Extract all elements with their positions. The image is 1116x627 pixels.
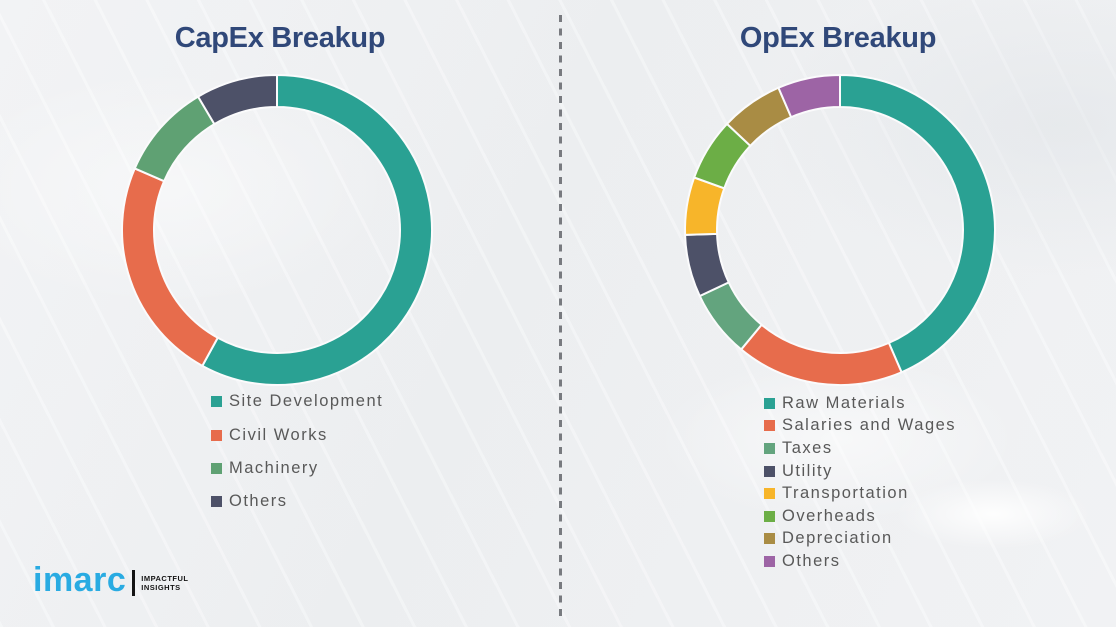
legend-swatch (764, 397, 775, 409)
legend-swatch (764, 442, 775, 454)
legend-swatch (764, 488, 775, 500)
legend-item: Overheads (764, 505, 956, 528)
opex-donut-chart (680, 70, 1000, 390)
donut-segment-machinery (133, 95, 216, 183)
imarc-logo: imarc IMPACTFUL INSIGHTS (33, 563, 189, 597)
legend-item: Others (211, 485, 383, 518)
legend-item: Others (764, 550, 956, 573)
opex-legend: Raw Materials Salaries and Wages Taxes Util… (764, 392, 956, 573)
legend-label: Transportation (782, 484, 909, 503)
legend-swatch (764, 555, 775, 567)
legend-item: Salaries and Wages (764, 415, 956, 438)
legend-label: Taxes (782, 438, 833, 457)
capex-donut-chart (117, 70, 437, 390)
legend-item: Raw Materials (764, 392, 956, 415)
legend-label: Raw Materials (782, 393, 907, 412)
legend-label: Utility (782, 461, 833, 480)
opex-title: OpEx Breakup (739, 22, 937, 54)
capex-legend: Site Development Civil Works Machinery Othe… (211, 385, 383, 519)
capex-title: CapEx Breakup (174, 22, 386, 54)
legend-swatch (211, 496, 222, 508)
donut-segment-others (777, 73, 841, 119)
legend-item: Civil Works (211, 418, 383, 451)
legend-item: Depreciation (764, 528, 956, 551)
legend-label: Others (229, 492, 288, 511)
center-dashed-divider (559, 15, 562, 621)
legend-item: Transportation (764, 482, 956, 505)
imarc-logo-wordmark: imarc (33, 561, 127, 599)
legend-label: Machinery (229, 458, 319, 477)
legend-item: Machinery (211, 452, 383, 485)
legend-item: Utility (764, 460, 956, 483)
imarc-logo-tagline: IMPACTFUL INSIGHTS (141, 574, 188, 592)
imarc-tagline-line2: INSIGHTS (141, 583, 181, 592)
legend-swatch (211, 429, 222, 441)
legend-item: Site Development (211, 385, 383, 418)
imarc-logo-divider-bar (132, 570, 136, 596)
donut-segment-salaries-and-wages (739, 323, 903, 386)
legend-label: Civil Works (229, 425, 328, 444)
donut-segment-raw-materials (839, 73, 996, 374)
donut-segment-site-development (200, 73, 433, 386)
capex-panel: CapEx Breakup Site Development Civil Work… (117, 22, 437, 519)
legend-swatch (211, 462, 222, 474)
legend-swatch (764, 420, 775, 432)
legend-swatch (764, 510, 775, 522)
donut-segment-civil-works (121, 167, 220, 368)
legend-label: Overheads (782, 506, 877, 525)
legend-label: Others (782, 551, 841, 570)
opex-panel: OpEx Breakup Raw Materials Salaries and W… (560, 0, 1116, 627)
legend-label: Salaries and Wages (782, 416, 957, 435)
imarc-tagline-line1: IMPACTFUL (141, 574, 189, 583)
legend-label: Depreciation (782, 529, 893, 548)
legend-swatch (211, 396, 222, 408)
legend-swatch (764, 465, 775, 477)
legend-label: Site Development (229, 392, 384, 411)
legend-item: Taxes (764, 437, 956, 460)
legend-swatch (764, 533, 775, 545)
donut-segment-others (196, 73, 278, 126)
